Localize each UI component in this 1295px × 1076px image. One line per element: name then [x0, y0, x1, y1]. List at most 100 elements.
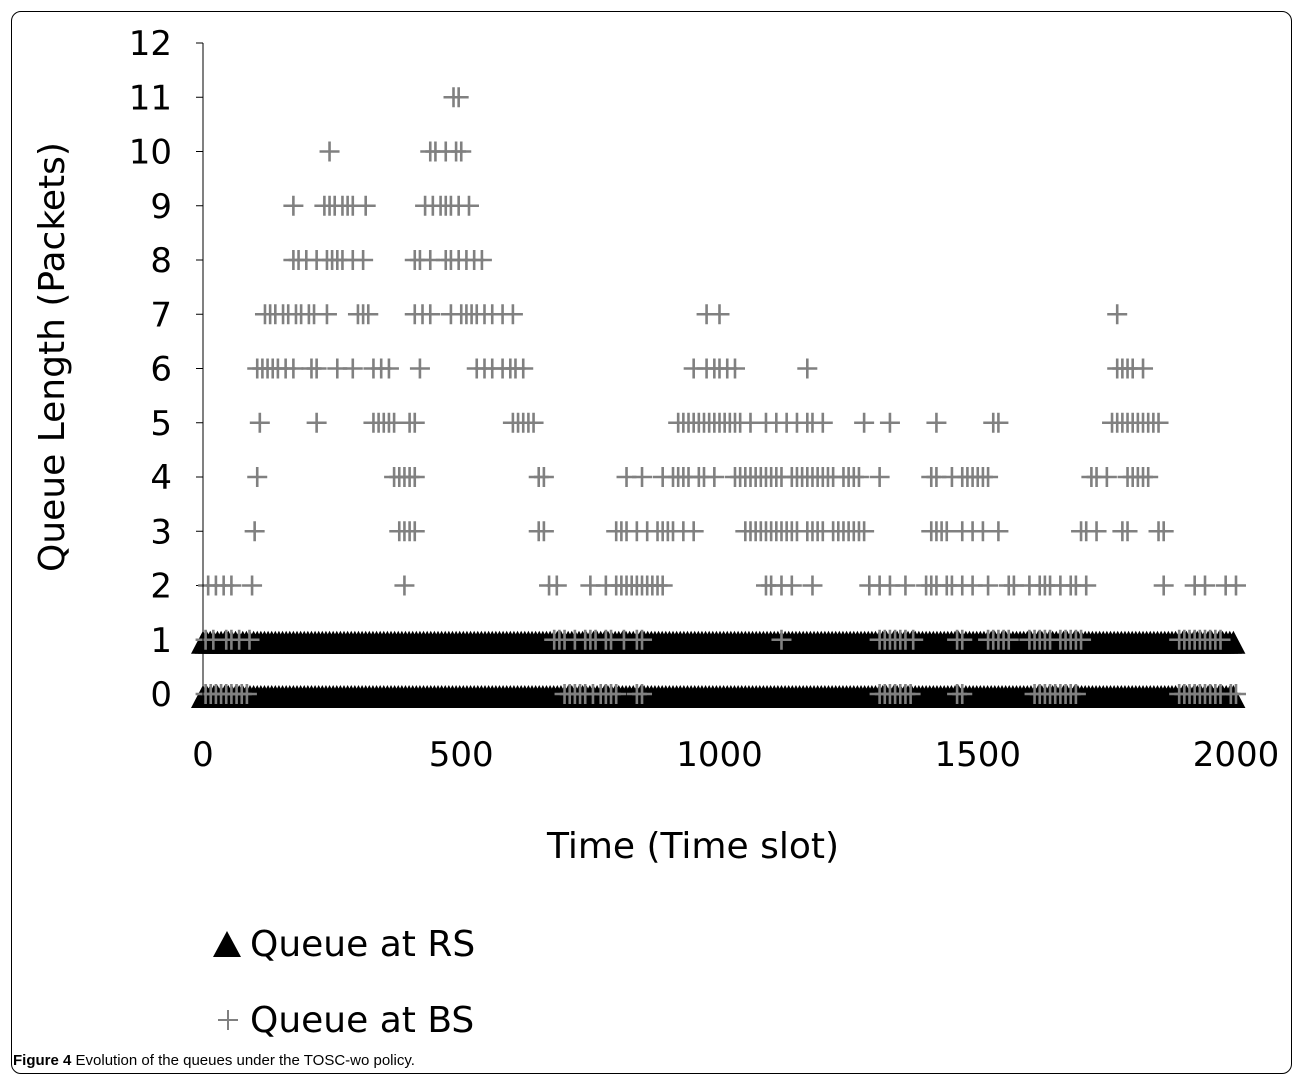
bs-point — [704, 467, 725, 487]
bs-point — [1226, 684, 1246, 704]
bs-point — [900, 684, 921, 704]
bs-point — [502, 304, 523, 325]
bs-point — [988, 412, 1009, 433]
bs-point — [632, 467, 653, 487]
bs-point — [1071, 629, 1092, 650]
bs-point — [448, 87, 469, 108]
legend-item-rs: Queue at RS — [213, 924, 475, 965]
bs-point — [404, 521, 425, 542]
bs-point — [306, 412, 327, 433]
caption-text: Evolution of the queues under the TOSC-w… — [75, 1052, 415, 1069]
x-tick-label: 1000 — [676, 735, 763, 775]
bs-point — [1226, 575, 1246, 596]
bs-point — [1086, 521, 1107, 542]
bs-point — [952, 684, 973, 704]
y-tick-label: 11 — [129, 78, 172, 118]
bs-point — [978, 467, 999, 487]
rs-point — [1221, 685, 1246, 708]
bs-point — [1210, 629, 1231, 650]
bs-point — [683, 521, 704, 542]
bs-point — [247, 467, 268, 487]
caption-label: Figure 4 — [13, 1052, 72, 1069]
y-tick-label: 10 — [129, 133, 172, 173]
y-tick-label: 0 — [150, 675, 172, 715]
bs-point — [1117, 521, 1138, 542]
bs-point — [451, 141, 472, 162]
bs-point — [533, 521, 554, 542]
bs-point — [903, 629, 924, 650]
y-tick-label: 2 — [150, 567, 172, 607]
bs-point — [854, 412, 875, 433]
legend: Queue at RS Queue at BS — [213, 924, 475, 1041]
bs-point — [1065, 684, 1086, 704]
y-tick-label: 7 — [150, 295, 172, 335]
bs-point — [342, 358, 363, 379]
bs-point — [420, 304, 441, 325]
bs-point — [409, 358, 430, 379]
bs-point — [978, 575, 999, 596]
bs-point — [1138, 467, 1159, 487]
bs-point — [236, 684, 257, 704]
x-tick-label: 1500 — [934, 735, 1021, 775]
legend-triangle-icon — [213, 931, 241, 957]
bs-point — [652, 575, 673, 596]
bs-point — [358, 304, 379, 325]
bs-point — [926, 412, 947, 433]
x-tick-label: 2000 — [1193, 735, 1280, 775]
y-tick-label: 6 — [150, 350, 172, 390]
bs-point — [283, 195, 304, 216]
x-axis-title: Time (Time slot) — [546, 826, 839, 867]
bs-point — [1153, 521, 1174, 542]
y-tick-label: 4 — [150, 458, 172, 498]
bs-point — [797, 358, 818, 379]
bs-point — [869, 467, 890, 487]
y-tick-label: 3 — [150, 512, 172, 552]
bs-point — [221, 575, 242, 596]
bs-point — [283, 358, 304, 379]
x-axis-ticks: 0 500 1000 1500 2000 — [192, 735, 1279, 775]
bs-point — [724, 358, 745, 379]
bs-point — [471, 250, 492, 270]
bs-point — [533, 467, 554, 487]
bs-point — [355, 195, 376, 216]
bs-point — [306, 358, 327, 379]
legend-label-rs: Queue at RS — [250, 924, 475, 965]
bs-point — [249, 412, 270, 433]
y-tick-label: 8 — [150, 241, 172, 281]
x-tick-label: 500 — [429, 735, 494, 775]
bs-point — [606, 684, 627, 704]
bs-point — [1195, 575, 1216, 596]
bs-point — [244, 521, 265, 542]
bs-point — [709, 304, 730, 325]
bs-point — [1096, 467, 1117, 487]
bs-point — [316, 304, 337, 325]
legend-item-bs: Queue at BS — [218, 1000, 474, 1041]
bs-point — [319, 141, 340, 162]
x-tick-label: 0 — [192, 735, 214, 775]
bs-point — [802, 575, 823, 596]
bs-point — [988, 521, 1009, 542]
bs-point — [458, 195, 479, 216]
figure-caption: Figure 4 Evolution of the queues under t… — [13, 1052, 415, 1069]
bs-point — [632, 629, 653, 650]
bs-point — [394, 575, 415, 596]
bs-point — [771, 629, 792, 650]
bs-point — [879, 412, 900, 433]
bs-point — [378, 358, 399, 379]
bs-point — [242, 575, 263, 596]
y-tick-label: 9 — [150, 187, 172, 227]
bs-point — [523, 412, 544, 433]
bs-point — [632, 684, 653, 704]
bs-point — [1107, 304, 1128, 325]
legend-label-bs: Queue at BS — [250, 1000, 474, 1041]
bs-point — [353, 250, 374, 270]
bs-point — [404, 412, 425, 433]
bs-point — [1133, 358, 1154, 379]
bs-point — [239, 629, 260, 650]
bs-point — [1076, 575, 1097, 596]
series-queue-at-rs — [191, 630, 1246, 708]
y-tick-label: 12 — [129, 24, 172, 64]
bs-point — [998, 629, 1019, 650]
